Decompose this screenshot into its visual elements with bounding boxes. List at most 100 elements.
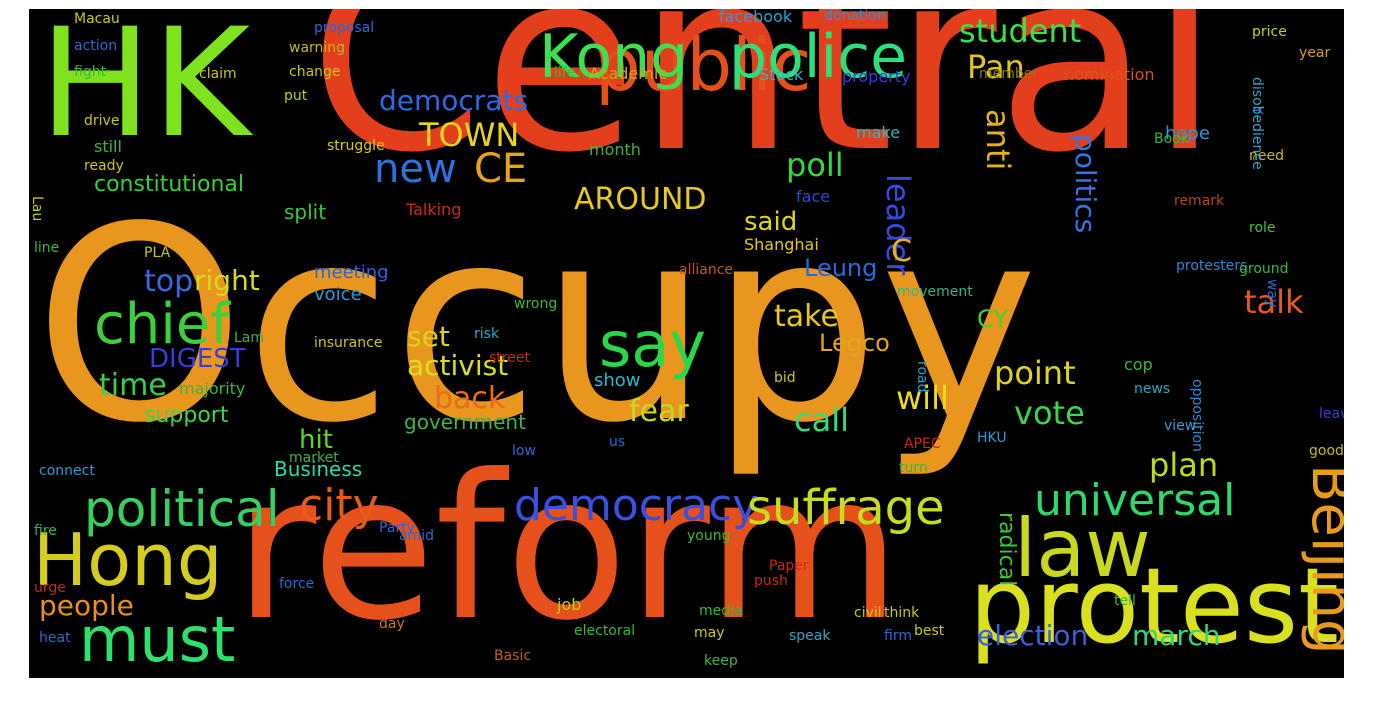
- word-public: public: [595, 23, 812, 107]
- word-bid: bid: [774, 370, 796, 386]
- word-heat: heat: [39, 630, 71, 646]
- word-ce: CE: [474, 146, 528, 192]
- word-digest: DIGEST: [149, 344, 246, 374]
- word-academic: Academic: [589, 64, 668, 83]
- word-c: C: [891, 234, 912, 269]
- word-hope: hope: [1165, 123, 1210, 144]
- word-face: face: [796, 187, 831, 206]
- word-take: take: [774, 299, 839, 334]
- word-stock: Stock: [759, 65, 804, 84]
- word-disobedience: disobedience: [1249, 77, 1265, 170]
- word-time: time: [99, 368, 167, 403]
- word-member: member: [979, 66, 1039, 82]
- word-think: think: [884, 605, 920, 621]
- word-young: young: [687, 528, 731, 544]
- word-road: road: [914, 361, 930, 393]
- word-town: TOWN: [419, 116, 520, 154]
- word-speak: speak: [789, 628, 831, 644]
- word-support: support: [144, 403, 229, 428]
- word-people: people: [39, 589, 134, 622]
- word-macau: Macau: [74, 11, 120, 27]
- word-shanghai: Shanghai: [744, 235, 819, 254]
- word-make: make: [856, 123, 900, 142]
- word-good: good: [1309, 443, 1344, 459]
- word-keep: keep: [704, 653, 738, 669]
- word-beijing: Beijing: [1299, 464, 1344, 655]
- word-talking: Talking: [406, 200, 462, 219]
- word-suffrage: suffrage: [747, 480, 945, 536]
- word-change: change: [289, 64, 341, 80]
- word-march: march: [1132, 619, 1221, 652]
- word-law: law: [1014, 502, 1151, 595]
- word-cy: CY: [977, 305, 1008, 333]
- word-year: year: [1299, 45, 1331, 61]
- word-opposition: opposition: [1189, 379, 1205, 452]
- word-activist: activist: [407, 349, 509, 382]
- word-pan: Pan: [967, 48, 1025, 86]
- word-meeting: meeting: [314, 262, 389, 283]
- word-role: role: [1249, 220, 1276, 236]
- word-right: right: [194, 264, 260, 297]
- word-city: city: [299, 480, 379, 531]
- word-drive: drive: [84, 113, 120, 129]
- word-cloud: Occupy Central reform HK public police Kong pro…: [29, 9, 1344, 678]
- word-warning: warning: [289, 40, 346, 56]
- word-hong: Hong: [33, 518, 223, 602]
- word-must: must: [79, 603, 236, 676]
- word-business: Business: [274, 457, 363, 481]
- word-fight: fight: [74, 64, 107, 80]
- word-reform: reform: [234, 432, 902, 665]
- word-job: job: [557, 595, 582, 614]
- word-day: day: [379, 616, 405, 632]
- word-show: show: [594, 370, 641, 391]
- word-civil: civil: [854, 605, 882, 621]
- word-basic: Basic: [494, 648, 532, 664]
- word-remark: remark: [1174, 193, 1225, 209]
- word-fire: fire: [34, 523, 57, 539]
- word-hit: hit: [299, 425, 333, 455]
- word-book: Book: [1154, 131, 1189, 147]
- word-risk: risk: [474, 326, 500, 342]
- word-still: still: [94, 137, 122, 156]
- word-news: news: [1134, 381, 1171, 397]
- word-month: month: [589, 140, 641, 159]
- word-us: us: [609, 434, 626, 450]
- word-pla: PLA: [144, 245, 171, 261]
- word-proposal: proposal: [314, 20, 375, 36]
- word-vote: vote: [1014, 394, 1085, 432]
- word-hk: HK: [39, 9, 251, 171]
- word-apec: APEC: [904, 436, 941, 452]
- word-property: property: [842, 67, 911, 86]
- word-facebook: facebook: [719, 9, 793, 26]
- word-struggle: struggle: [327, 138, 385, 154]
- word-police: police: [729, 22, 908, 92]
- word-occupy: Occupy: [34, 170, 1039, 482]
- word-set: set: [407, 320, 450, 353]
- word-street: street: [489, 350, 530, 366]
- word-anti: anti: [979, 109, 1017, 171]
- word-low: low: [512, 443, 536, 459]
- word-kong: Kong: [539, 22, 689, 92]
- word-view: view: [1164, 418, 1197, 434]
- word-political: political: [84, 480, 280, 538]
- word-protest: protest: [969, 545, 1339, 667]
- word-government: government: [404, 410, 526, 434]
- word-life: life: [554, 65, 576, 81]
- word-may: may: [694, 625, 725, 641]
- word-party: Party: [379, 520, 415, 536]
- word-ready: ready: [84, 158, 124, 174]
- word-donation: donation: [824, 9, 886, 24]
- word-market: market: [289, 450, 339, 466]
- word-tell: tell: [1114, 593, 1136, 609]
- word-plan: plan: [1149, 446, 1219, 484]
- word-movement: movement: [897, 284, 973, 300]
- word-amid: amid: [399, 528, 434, 544]
- word-push: push: [754, 573, 788, 589]
- word-back: back: [434, 381, 506, 416]
- word-universal: universal: [1034, 475, 1236, 526]
- word-hku: HKU: [977, 430, 1007, 446]
- word-majority: majority: [179, 379, 246, 398]
- word-split: split: [284, 200, 327, 224]
- word-student: student: [959, 12, 1082, 50]
- word-line: line: [34, 240, 60, 256]
